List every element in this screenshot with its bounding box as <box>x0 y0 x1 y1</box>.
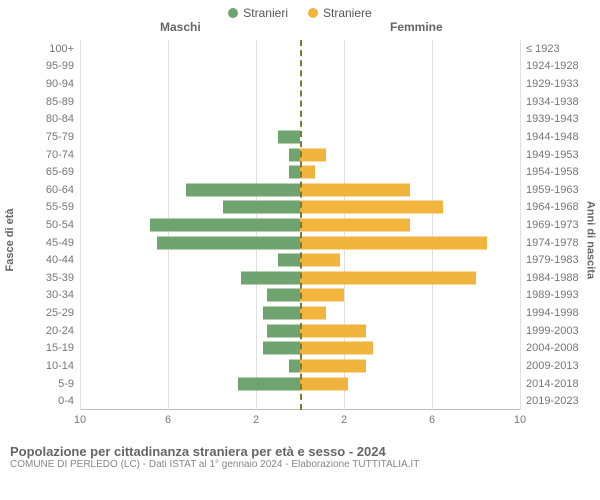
bar-male <box>267 324 300 337</box>
birth-year-label: 1969-1973 <box>520 219 579 231</box>
age-label: 65-69 <box>46 166 80 178</box>
x-tick-label: 6 <box>429 410 435 426</box>
bar-male <box>263 307 300 320</box>
bar-female <box>300 166 315 179</box>
bar-female <box>300 307 326 320</box>
age-label: 15-19 <box>46 342 80 354</box>
age-label: 40-44 <box>46 254 80 266</box>
age-label: 35-39 <box>46 272 80 284</box>
bar-male <box>157 236 300 249</box>
bar-male <box>278 130 300 143</box>
bar-male <box>267 289 300 302</box>
column-headers: Maschi Femmine <box>0 20 600 40</box>
age-label: 100+ <box>49 43 80 55</box>
bar-female <box>300 183 410 196</box>
birth-year-label: 2019-2023 <box>520 395 579 407</box>
age-label: 60-64 <box>46 184 80 196</box>
age-label: 50-54 <box>46 219 80 231</box>
birth-year-label: 1999-2003 <box>520 325 579 337</box>
birth-year-label: 1934-1938 <box>520 96 579 108</box>
age-label: 25-29 <box>46 307 80 319</box>
birth-year-label: ≤ 1923 <box>520 43 560 55</box>
bar-male <box>223 201 300 214</box>
birth-year-label: 2009-2013 <box>520 360 579 372</box>
age-label: 5-9 <box>58 378 80 390</box>
birth-year-label: 1984-1988 <box>520 272 579 284</box>
legend: Stranieri Straniere <box>0 0 600 20</box>
chart-title: Popolazione per cittadinanza straniera p… <box>10 444 590 459</box>
age-label: 10-14 <box>46 360 80 372</box>
birth-year-label: 1944-1948 <box>520 131 579 143</box>
plot-area: 10622610100+≤ 192395-991924-192890-94192… <box>80 40 520 410</box>
bar-female <box>300 342 373 355</box>
age-label: 90-94 <box>46 78 80 90</box>
chart-subtitle: COMUNE DI PERLEDO (LC) - Dati ISTAT al 1… <box>10 459 590 470</box>
y-axis-title-left: Fasce di età <box>4 209 16 272</box>
age-label: 80-84 <box>46 113 80 125</box>
bar-female <box>300 377 348 390</box>
birth-year-label: 1964-1968 <box>520 201 579 213</box>
bar-male <box>150 218 300 231</box>
age-label: 30-34 <box>46 289 80 301</box>
legend-item-male: Stranieri <box>228 6 288 20</box>
bar-male <box>238 377 300 390</box>
header-male: Maschi <box>160 20 201 34</box>
legend-item-female: Straniere <box>308 6 372 20</box>
x-tick-label: 10 <box>74 410 86 426</box>
bar-female <box>300 359 366 372</box>
bar-female <box>300 271 476 284</box>
birth-year-label: 1949-1953 <box>520 149 579 161</box>
age-label: 0-4 <box>58 395 80 407</box>
bar-female <box>300 218 410 231</box>
x-tick-label: 10 <box>514 410 526 426</box>
bar-male <box>289 166 300 179</box>
birth-year-label: 1959-1963 <box>520 184 579 196</box>
birth-year-label: 1929-1933 <box>520 78 579 90</box>
center-line <box>300 40 302 410</box>
x-tick-label: 6 <box>165 410 171 426</box>
birth-year-label: 2004-2008 <box>520 342 579 354</box>
legend-swatch-male <box>228 8 238 18</box>
bar-female <box>300 236 487 249</box>
birth-year-label: 1954-1958 <box>520 166 579 178</box>
age-label: 45-49 <box>46 237 80 249</box>
bar-male <box>289 359 300 372</box>
bar-female <box>300 254 340 267</box>
bar-male <box>263 342 300 355</box>
bar-male <box>186 183 300 196</box>
header-female: Femmine <box>390 20 443 34</box>
bar-female <box>300 201 443 214</box>
x-tick-label: 2 <box>341 410 347 426</box>
legend-swatch-female <box>308 8 318 18</box>
bar-male <box>289 148 300 161</box>
bar-female <box>300 148 326 161</box>
birth-year-label: 2014-2018 <box>520 378 579 390</box>
legend-label-male: Stranieri <box>243 6 288 20</box>
age-label: 85-89 <box>46 96 80 108</box>
population-pyramid-chart: Fasce di età Anni di nascita 10622610100… <box>0 40 600 440</box>
birth-year-label: 1994-1998 <box>520 307 579 319</box>
age-label: 55-59 <box>46 201 80 213</box>
birth-year-label: 1939-1943 <box>520 113 579 125</box>
legend-label-female: Straniere <box>323 6 372 20</box>
x-tick-label: 2 <box>253 410 259 426</box>
age-label: 95-99 <box>46 60 80 72</box>
chart-footer: Popolazione per cittadinanza straniera p… <box>0 440 600 470</box>
bar-male <box>278 254 300 267</box>
bar-female <box>300 289 344 302</box>
age-label: 70-74 <box>46 149 80 161</box>
age-label: 75-79 <box>46 131 80 143</box>
birth-year-label: 1989-1993 <box>520 289 579 301</box>
bar-male <box>241 271 300 284</box>
y-axis-title-right: Anni di nascita <box>584 201 596 279</box>
bar-female <box>300 324 366 337</box>
birth-year-label: 1974-1978 <box>520 237 579 249</box>
birth-year-label: 1924-1928 <box>520 60 579 72</box>
birth-year-label: 1979-1983 <box>520 254 579 266</box>
age-label: 20-24 <box>46 325 80 337</box>
